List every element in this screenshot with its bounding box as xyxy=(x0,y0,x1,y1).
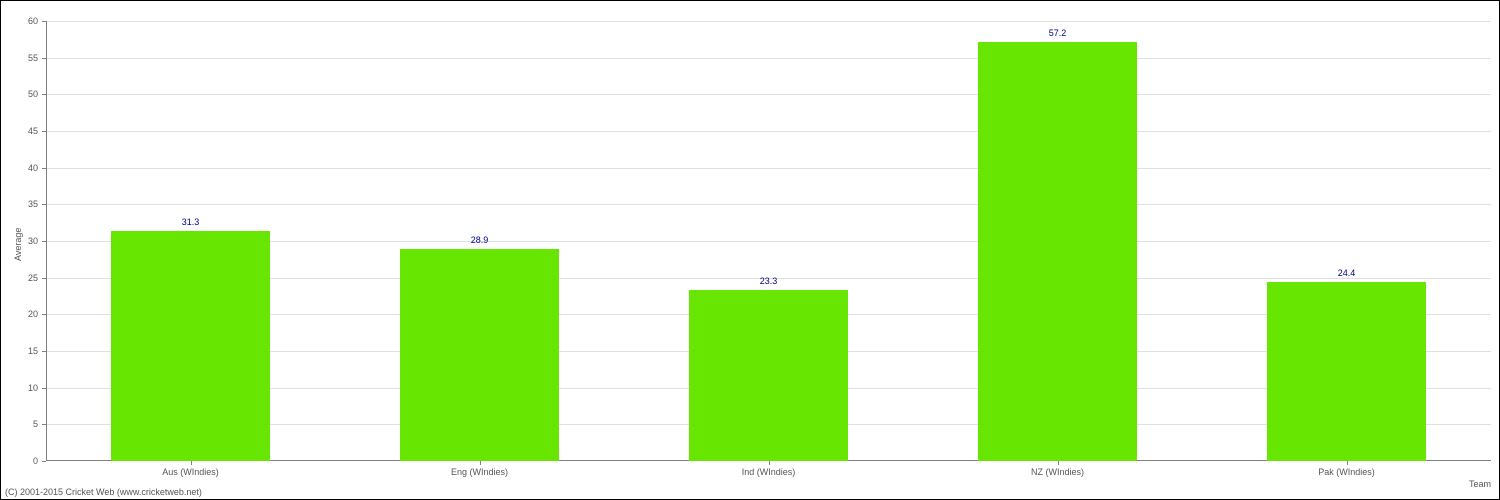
y-tick-mark xyxy=(42,461,46,462)
x-tick-mark xyxy=(191,461,192,465)
gridline xyxy=(46,204,1491,205)
y-tick-label: 25 xyxy=(1,273,38,283)
chart-container: 31.328.923.357.224.4 0510152025303540455… xyxy=(0,0,1500,500)
y-tick-mark xyxy=(42,388,46,389)
gridline xyxy=(46,168,1491,169)
x-tick-label: NZ (WIndies) xyxy=(1031,467,1084,477)
y-tick-label: 55 xyxy=(1,53,38,63)
y-tick-mark xyxy=(42,94,46,95)
y-tick-mark xyxy=(42,241,46,242)
y-tick-label: 5 xyxy=(1,419,38,429)
x-tick-mark xyxy=(480,461,481,465)
bar xyxy=(689,290,848,461)
y-tick-label: 60 xyxy=(1,16,38,26)
y-axis-title: Average xyxy=(13,228,23,261)
x-tick-label: Ind (WIndies) xyxy=(742,467,796,477)
y-tick-mark xyxy=(42,131,46,132)
x-tick-label: Aus (WIndies) xyxy=(162,467,219,477)
bar xyxy=(978,42,1137,461)
y-tick-label: 35 xyxy=(1,199,38,209)
y-axis-line xyxy=(46,21,47,461)
y-tick-mark xyxy=(42,314,46,315)
bar xyxy=(1267,282,1426,461)
x-tick-label: Eng (WIndies) xyxy=(451,467,508,477)
y-tick-label: 45 xyxy=(1,126,38,136)
y-tick-label: 15 xyxy=(1,346,38,356)
y-tick-mark xyxy=(42,351,46,352)
bar xyxy=(400,249,559,461)
bar-value-label: 24.4 xyxy=(1338,268,1356,278)
y-tick-label: 50 xyxy=(1,89,38,99)
y-tick-mark xyxy=(42,58,46,59)
y-tick-mark xyxy=(42,424,46,425)
bar-value-label: 57.2 xyxy=(1049,28,1067,38)
y-tick-label: 40 xyxy=(1,163,38,173)
x-tick-mark xyxy=(1058,461,1059,465)
footer-credit: (C) 2001-2015 Cricket Web (www.cricketwe… xyxy=(5,487,202,497)
gridline xyxy=(46,58,1491,59)
x-tick-mark xyxy=(769,461,770,465)
gridline xyxy=(46,94,1491,95)
y-tick-mark xyxy=(42,168,46,169)
x-axis-title: Team xyxy=(1469,479,1491,489)
y-tick-mark xyxy=(42,21,46,22)
bar-value-label: 31.3 xyxy=(182,217,200,227)
bar-value-label: 28.9 xyxy=(471,235,489,245)
plot-area: 31.3 28.9 23.3 57.2 24.4 xyxy=(46,21,1491,461)
bar-value-label: 23.3 xyxy=(760,276,778,286)
y-tick-mark xyxy=(42,204,46,205)
y-tick-label: 20 xyxy=(1,309,38,319)
bar xyxy=(111,231,270,461)
y-tick-label: 10 xyxy=(1,383,38,393)
y-tick-mark xyxy=(42,278,46,279)
gridline xyxy=(46,131,1491,132)
x-tick-label: Pak (WIndies) xyxy=(1318,467,1375,477)
y-tick-label: 0 xyxy=(1,456,38,466)
x-tick-mark xyxy=(1347,461,1348,465)
gridline xyxy=(46,21,1491,22)
